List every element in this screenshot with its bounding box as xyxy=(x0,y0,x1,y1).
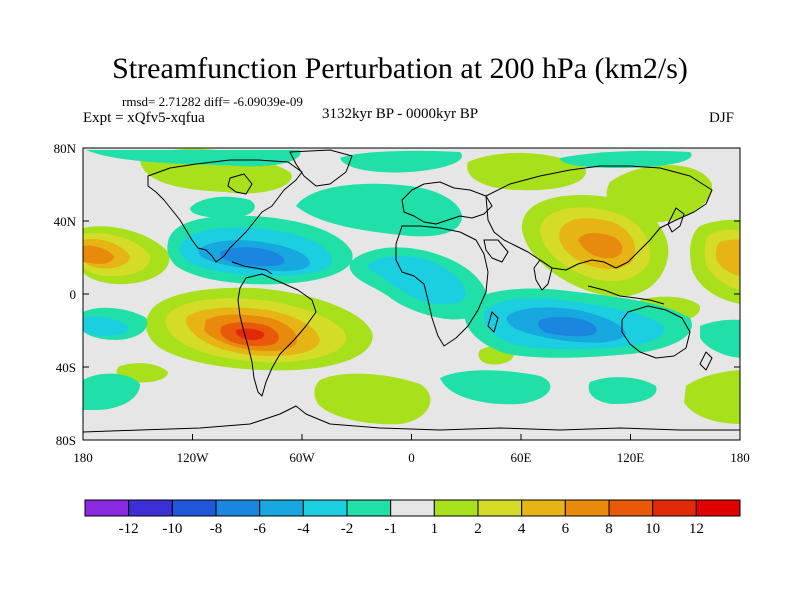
colorbar-label: -1 xyxy=(384,521,397,537)
coastline-australia xyxy=(621,305,691,359)
map-area xyxy=(83,148,740,440)
lat-label: 0 xyxy=(70,287,77,302)
colorbar-box xyxy=(564,499,610,517)
coastline-europe xyxy=(401,181,493,225)
colorbar-label: -4 xyxy=(297,521,310,537)
coastline-antarctica xyxy=(83,405,740,433)
coastline-africa xyxy=(395,225,489,347)
colorbar-box xyxy=(215,499,261,517)
coastline-arabia xyxy=(483,239,509,263)
colorbar-box xyxy=(84,499,130,517)
lon-label: 120W xyxy=(177,450,210,465)
lon-tick-labels: 180 120W 60W 0 60E 120E 180 xyxy=(73,450,750,465)
colorbar-label: -12 xyxy=(119,521,139,537)
colorbar-label: -8 xyxy=(210,521,223,537)
lat-label: 40S xyxy=(56,360,76,375)
lon-label: 120E xyxy=(617,450,645,465)
colorbar-box xyxy=(259,499,304,517)
lon-label: 180 xyxy=(73,450,93,465)
colorbar-label: 6 xyxy=(562,521,570,537)
lat-tick-marks xyxy=(83,147,740,441)
colorbar-box xyxy=(477,499,523,517)
colorbar-label: 12 xyxy=(689,521,704,537)
coastline-greenland xyxy=(289,149,353,187)
experiment-label: Expt = xQfv5-xqfua xyxy=(83,110,205,126)
coastline-asia xyxy=(485,165,713,271)
colorbar-box xyxy=(695,499,741,517)
colorbar-label: 1 xyxy=(431,521,439,537)
colorbar-box xyxy=(521,499,566,517)
coastline-japan xyxy=(667,207,685,233)
coastline-madagascar xyxy=(487,311,499,333)
colorbar xyxy=(84,499,741,517)
lon-label: 60E xyxy=(511,450,532,465)
lat-tick-labels: 80N 40N 0 40S 80S xyxy=(54,141,77,448)
colorbar-label: 2 xyxy=(474,521,482,537)
colorbar-box xyxy=(171,499,217,517)
colorbar-label: 10 xyxy=(645,521,660,537)
coastline-indonesia xyxy=(587,285,665,305)
colorbar-label: 8 xyxy=(605,521,613,537)
plot-title: Streamfunction Perturbation at 200 hPa (… xyxy=(112,52,688,85)
lon-label: 60W xyxy=(289,450,315,465)
coastline-south-america xyxy=(237,273,317,397)
colorbar-labels: -12 -10 -8 -6 -4 -2 -1 1 2 4 6 8 10 12 xyxy=(119,521,704,537)
colorbar-box xyxy=(346,499,392,517)
stats-text: rmsd= 2.71282 diff= -6.09039e-09 xyxy=(122,94,303,109)
coastlines xyxy=(83,149,740,433)
season-label: DJF xyxy=(709,110,735,126)
lon-tick-marks xyxy=(82,434,741,440)
lat-label: 80S xyxy=(56,433,76,448)
colorbar-box xyxy=(302,499,348,517)
coastline-caribbean xyxy=(231,261,273,275)
coastline-hudson xyxy=(227,173,253,195)
colorbar-label: 4 xyxy=(518,521,526,537)
coastline-india xyxy=(533,259,553,291)
colorbar-box xyxy=(433,499,479,517)
colorbar-label: -6 xyxy=(253,521,266,537)
lon-label: 180 xyxy=(730,450,750,465)
colorbar-label: -10 xyxy=(162,521,182,537)
colorbar-box xyxy=(652,499,697,517)
lat-label: 80N xyxy=(54,141,77,156)
negative-anomalies xyxy=(83,150,740,410)
colorbar-label: -2 xyxy=(341,521,354,537)
period-label: 3132kyr BP - 0000kyr BP xyxy=(322,106,479,122)
colorbar-box xyxy=(390,499,435,517)
coastline-new-zealand xyxy=(699,351,713,371)
colorbar-box xyxy=(128,499,173,517)
lon-label: 0 xyxy=(408,450,415,465)
lat-label: 40N xyxy=(54,214,77,229)
coastline-north-america xyxy=(147,159,303,263)
colorbar-box xyxy=(608,499,654,517)
